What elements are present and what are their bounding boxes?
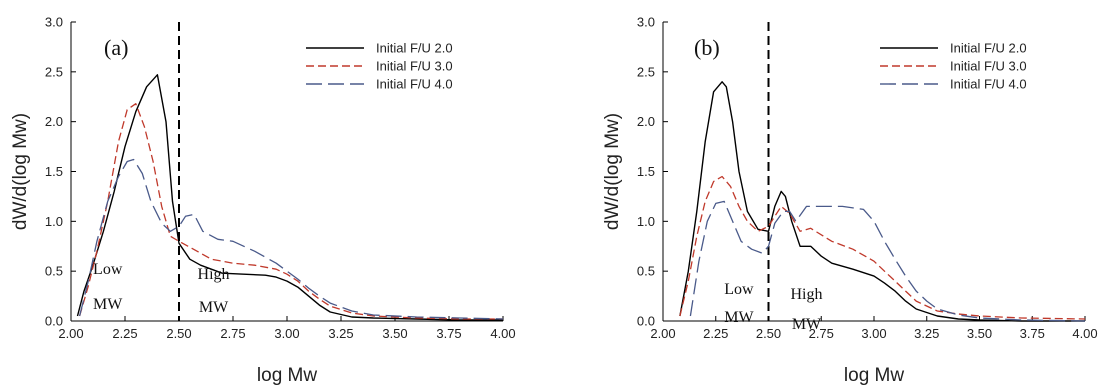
panel-a-x-tick-label: 2.50 [166,326,191,341]
panel-a-x-tick-label: 4.00 [490,326,515,341]
panel-a-legend-label-3: Initial F/U 4.0 [376,77,453,92]
panel-b-y-tick-label: 2.5 [637,64,655,79]
panel-b-region-label-2: MW [792,316,822,333]
panel-a-y-tick-label: 1.5 [45,164,63,179]
panel-b-x-axis-title: log Mw [844,365,904,386]
panel-a-legend-label-2: Initial F/U 3.0 [376,59,453,74]
panel-a-y-tick-label: 0.5 [45,264,63,279]
panel-b-y-tick-label: 2.0 [637,114,655,129]
panel-b-x-tick-label: 4.00 [1072,326,1097,341]
panel-a-x-tick-label: 3.50 [382,326,407,341]
panel-b-y-tick-label: 1.0 [637,214,655,229]
panel-b-x-tick-label: 3.75 [1020,326,1045,341]
panel-b-legend-label-1: Initial F/U 2.0 [950,41,1027,56]
panel-b-x-tick-label: 2.75 [809,326,834,341]
panel-b-y-axis-title: dW/d(log Mw) [602,113,623,230]
panel-a-x-axis-title: log Mw [257,365,317,386]
panel-b-region-label-2: High [790,286,822,303]
panel-a-region-label-1: MW [93,296,123,313]
panel-b-series-line-3 [689,200,1086,322]
panel-b-series-line-2 [679,175,1086,320]
panel-a-region-label-2: MW [199,299,229,316]
panel-b-x-tick-label: 2.25 [703,326,728,341]
panel-a-y-axis-title: dW/d(log Mw) [10,113,31,230]
panel-b-panel-label: (b) [694,35,720,60]
panel-a-series-line-3 [78,158,504,320]
panel-b-x-tick-label: 2.00 [650,326,675,341]
panel-b-y-tick-label: 1.5 [637,164,655,179]
panel-a-x-tick-label: 3.00 [274,326,299,341]
panel-a-region-label-1: Low [93,261,123,278]
panel-a-x-tick-label: 2.25 [112,326,137,341]
panel-b-y-tick-label: 3.0 [637,15,655,30]
panel-b-x-tick-label: 3.25 [914,326,939,341]
panel-a-x-tick-label: 3.75 [436,326,461,341]
panel-b-x-tick-label: 3.00 [861,326,886,341]
panel-a-legend-label-1: Initial F/U 2.0 [376,41,453,56]
panel-b-region-label-1: Low [724,281,754,298]
panel-b-y-tick-label: 0.5 [637,264,655,279]
panel-a-y-tick-label: 2.5 [45,64,63,79]
panel-b-x-tick-label: 3.50 [967,326,992,341]
panel-a-region-label-2: High [198,266,230,283]
panel-a-series-line-2 [78,103,503,320]
panel-b-x-tick-label: 2.50 [756,326,781,341]
panel-a-x-tick-label: 3.25 [328,326,353,341]
panel-b-y-tick-label: 0.0 [637,314,655,329]
panel-a-x-tick-label: 2.00 [58,326,83,341]
panel-a-y-tick-label: 0.0 [45,314,63,329]
panel-b-series-line-1 [679,81,1085,322]
panel-a-y-tick-label: 2.0 [45,114,63,129]
panel-a-x-tick-label: 2.75 [220,326,245,341]
panel-a-panel-label: (a) [104,35,128,60]
panel-b-legend-label-3: Initial F/U 4.0 [950,77,1027,92]
panel-a-y-tick-label: 3.0 [45,15,63,30]
panel-a-series-line-1 [76,74,503,321]
panel-b-region-label-1: MW [724,309,754,326]
panel-a-y-tick-label: 1.0 [45,214,63,229]
panel-b-legend-label-2: Initial F/U 3.0 [950,59,1027,74]
